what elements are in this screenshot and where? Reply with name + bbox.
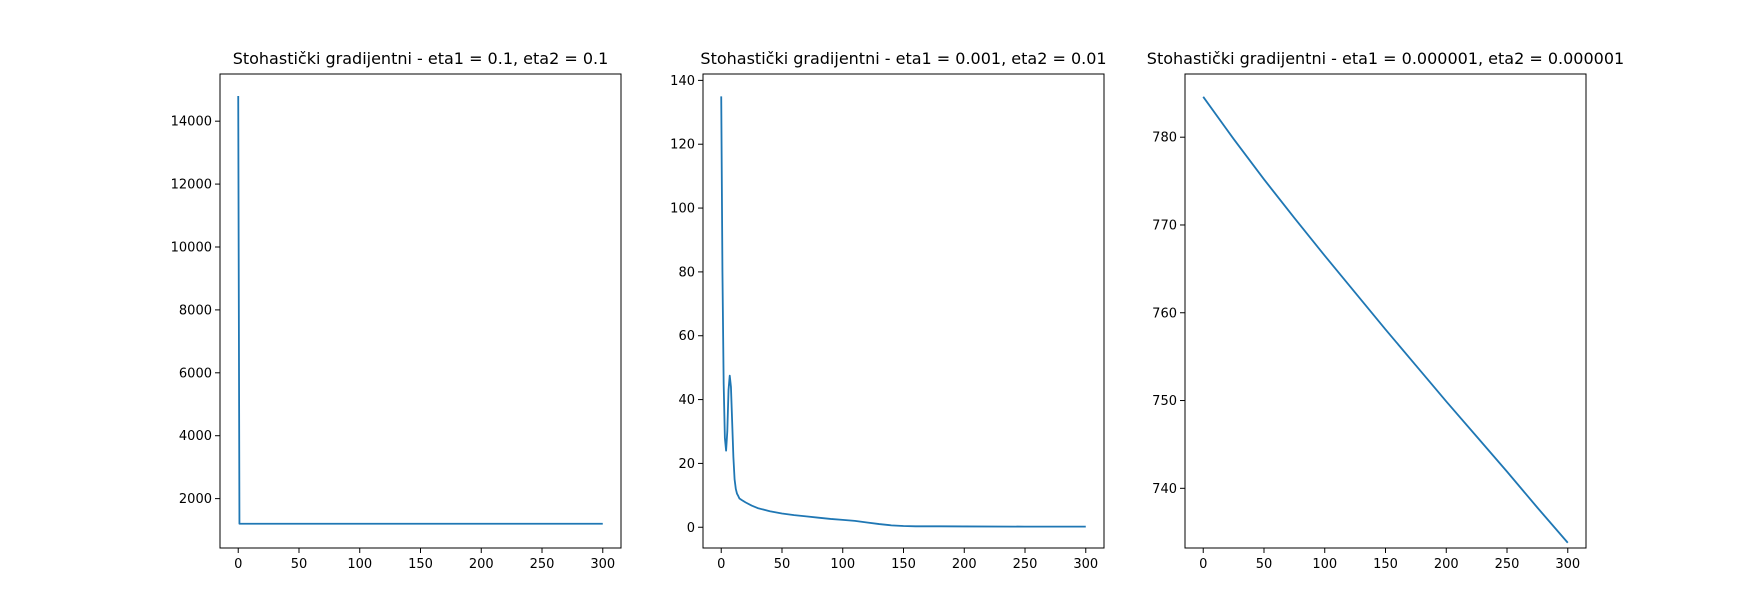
series-line xyxy=(237,96,603,525)
y-tick-label: 0 xyxy=(687,521,695,536)
y-tick-label: 140 xyxy=(670,74,695,89)
x-tick-label: 100 xyxy=(347,557,372,572)
x-tick-label: 50 xyxy=(291,557,308,572)
y-tick-label: 12000 xyxy=(171,178,212,193)
x-tick-label: 50 xyxy=(1256,557,1273,572)
x-tick-label: 100 xyxy=(830,557,855,572)
x-tick-label: 0 xyxy=(234,557,242,572)
y-tick-label: 20 xyxy=(678,457,695,472)
chart-title: Stohastički gradijentni - eta1 = 0.00000… xyxy=(1147,49,1624,68)
y-tick-label: 750 xyxy=(1152,394,1177,409)
subplot-3: Stohastički gradijentni - eta1 = 0.00000… xyxy=(1147,49,1624,572)
y-tick-label: 6000 xyxy=(179,366,212,381)
chart-title: Stohastički gradijentni - eta1 = 0.1, et… xyxy=(233,49,609,68)
chart-title: Stohastički gradijentni - eta1 = 0.001, … xyxy=(700,49,1106,68)
y-tick-label: 14000 xyxy=(171,115,212,130)
y-tick-label: 40 xyxy=(678,393,695,408)
y-tick-label: 10000 xyxy=(171,240,212,255)
x-tick-label: 100 xyxy=(1312,557,1337,572)
y-tick-label: 100 xyxy=(670,202,695,217)
x-tick-label: 250 xyxy=(530,557,555,572)
x-tick-label: 200 xyxy=(1434,557,1459,572)
x-tick-label: 150 xyxy=(891,557,916,572)
y-tick-label: 780 xyxy=(1152,131,1177,146)
y-tick-label: 120 xyxy=(670,138,695,153)
y-tick-label: 760 xyxy=(1152,306,1177,321)
x-tick-label: 300 xyxy=(1555,557,1580,572)
x-tick-label: 0 xyxy=(1199,557,1207,572)
axes-frame xyxy=(219,73,622,549)
y-tick-label: 80 xyxy=(678,265,695,280)
y-tick-label: 2000 xyxy=(179,492,212,507)
subplot-1: Stohastički gradijentni - eta1 = 0.1, et… xyxy=(171,49,622,572)
y-tick-label: 770 xyxy=(1152,218,1177,233)
x-tick-label: 0 xyxy=(717,557,725,572)
y-tick-label: 60 xyxy=(678,329,695,344)
x-tick-label: 250 xyxy=(1495,557,1520,572)
x-tick-label: 250 xyxy=(1013,557,1038,572)
axes-frame xyxy=(1184,73,1587,549)
x-tick-label: 150 xyxy=(408,557,433,572)
subplot-2: Stohastički gradijentni - eta1 = 0.001, … xyxy=(670,49,1106,572)
series-line xyxy=(1202,96,1569,544)
x-tick-label: 300 xyxy=(1073,557,1098,572)
y-tick-label: 8000 xyxy=(179,303,212,318)
series-line xyxy=(720,96,1086,528)
x-tick-label: 300 xyxy=(590,557,615,572)
x-tick-label: 200 xyxy=(469,557,494,572)
y-tick-label: 740 xyxy=(1152,482,1177,497)
y-tick-label: 4000 xyxy=(179,429,212,444)
x-tick-label: 50 xyxy=(774,557,791,572)
axes-frame xyxy=(702,73,1105,549)
x-tick-label: 200 xyxy=(952,557,977,572)
x-tick-label: 150 xyxy=(1373,557,1398,572)
